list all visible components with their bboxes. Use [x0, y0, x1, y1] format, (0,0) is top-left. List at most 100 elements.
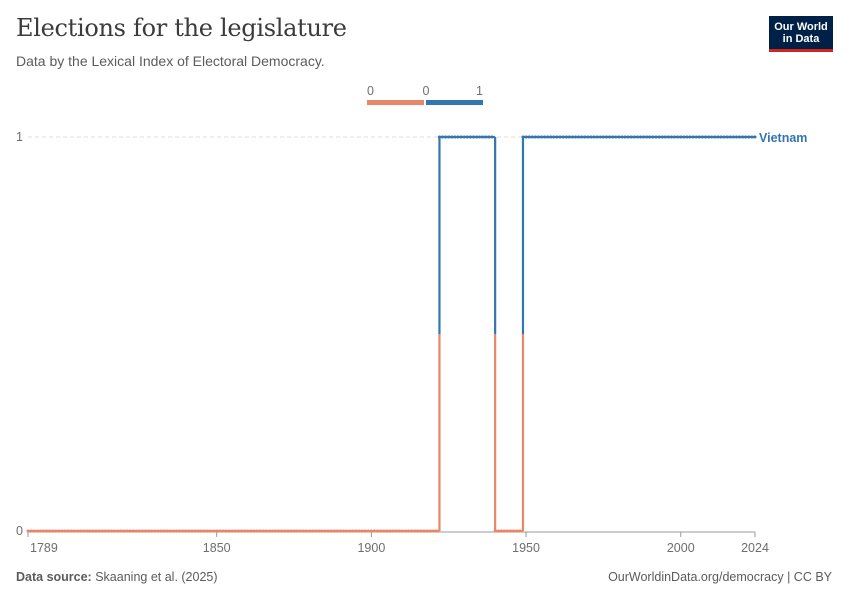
- data-point: [493, 529, 497, 533]
- data-point: [527, 135, 531, 139]
- data-point: [620, 135, 624, 139]
- data-point: [456, 135, 460, 139]
- data-point: [462, 135, 466, 139]
- data-point: [663, 135, 667, 139]
- data-point: [144, 529, 148, 533]
- data-point: [471, 135, 475, 139]
- data-point: [79, 529, 83, 533]
- y-tick-label: 0: [16, 524, 23, 538]
- data-point: [419, 529, 423, 533]
- data-point: [515, 529, 519, 533]
- data-point: [654, 135, 658, 139]
- data-point: [530, 135, 534, 139]
- legend-label: 0: [423, 84, 430, 98]
- data-source-label: Data source:: [16, 570, 92, 584]
- data-point: [168, 529, 172, 533]
- data-point: [292, 529, 296, 533]
- data-point: [499, 529, 503, 533]
- data-point: [567, 135, 571, 139]
- data-point: [719, 135, 723, 139]
- data-point: [391, 529, 395, 533]
- owid-logo[interactable]: Our World in Data: [769, 16, 833, 52]
- data-point: [342, 529, 346, 533]
- data-point: [577, 135, 581, 139]
- data-point: [178, 529, 182, 533]
- series-lines[interactable]: [26, 135, 757, 533]
- data-point: [184, 529, 188, 533]
- data-point: [595, 135, 599, 139]
- data-point: [468, 135, 472, 139]
- color-legend[interactable]: 0 0 1: [367, 84, 483, 105]
- data-point: [617, 135, 621, 139]
- data-point: [317, 529, 321, 533]
- data-point: [304, 529, 308, 533]
- data-point: [546, 135, 550, 139]
- data-point: [478, 135, 482, 139]
- data-point: [734, 135, 738, 139]
- data-point: [397, 529, 401, 533]
- x-tick-label: 1850: [203, 541, 231, 555]
- data-point: [669, 135, 673, 139]
- data-point: [320, 529, 324, 533]
- data-point: [280, 529, 284, 533]
- data-point: [700, 135, 704, 139]
- data-point: [218, 529, 222, 533]
- data-point: [738, 135, 742, 139]
- data-point: [122, 529, 126, 533]
- data-point: [230, 529, 234, 533]
- data-point: [465, 135, 469, 139]
- data-point: [487, 135, 491, 139]
- data-point: [57, 529, 61, 533]
- data-point: [592, 135, 596, 139]
- x-tick-label: 2000: [667, 541, 695, 555]
- data-point: [512, 529, 516, 533]
- data-point: [357, 529, 361, 533]
- data-point: [731, 135, 735, 139]
- data-point: [298, 529, 302, 533]
- data-point: [162, 529, 166, 533]
- data-point: [394, 529, 398, 533]
- data-point: [410, 529, 414, 533]
- data-point: [335, 529, 339, 533]
- data-point: [329, 529, 333, 533]
- data-point: [441, 135, 445, 139]
- x-tick-label: 1950: [512, 541, 540, 555]
- data-point: [199, 529, 203, 533]
- data-source: Data source: Skaaning et al. (2025): [16, 570, 218, 584]
- data-point: [555, 135, 559, 139]
- data-point: [45, 529, 49, 533]
- data-point: [26, 529, 30, 533]
- data-point: [113, 529, 117, 533]
- data-point: [134, 529, 138, 533]
- data-point: [277, 529, 281, 533]
- data-point: [564, 135, 568, 139]
- data-point: [116, 529, 120, 533]
- data-point: [41, 529, 45, 533]
- data-point: [75, 529, 79, 533]
- data-point: [691, 135, 695, 139]
- legend-label: 0: [367, 84, 374, 98]
- data-point: [632, 135, 636, 139]
- data-point: [605, 135, 609, 139]
- data-point: [351, 529, 355, 533]
- data-point: [496, 529, 500, 533]
- source-url[interactable]: OurWorldinData.org/democracy | CC BY: [608, 570, 832, 584]
- data-point: [666, 135, 670, 139]
- data-point: [252, 529, 256, 533]
- data-point: [437, 135, 441, 139]
- data-point: [63, 529, 67, 533]
- data-point: [233, 529, 237, 533]
- data-point: [382, 529, 386, 533]
- data-point: [725, 135, 729, 139]
- data-point: [283, 529, 287, 533]
- data-point: [212, 529, 216, 533]
- data-point: [741, 135, 745, 139]
- data-point: [314, 529, 318, 533]
- data-point: [716, 135, 720, 139]
- data-point: [29, 529, 33, 533]
- data-point: [710, 135, 714, 139]
- data-point: [707, 135, 711, 139]
- data-point: [722, 135, 726, 139]
- data-point: [608, 135, 612, 139]
- data-point: [444, 135, 448, 139]
